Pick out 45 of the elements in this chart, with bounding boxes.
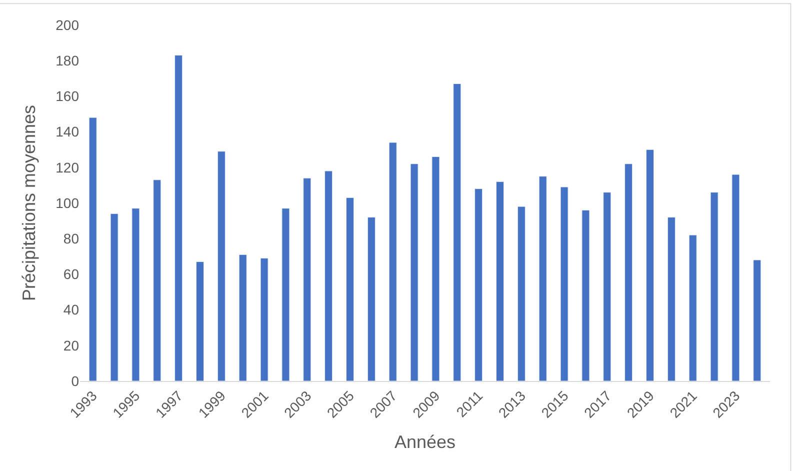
y-tick-label: 60: [63, 266, 80, 282]
bar: [88, 117, 97, 381]
bar: [217, 151, 226, 381]
bar: [710, 192, 718, 381]
y-axis-title: Précipitations moyennes: [18, 104, 39, 302]
x-axis-title: Années: [394, 432, 456, 452]
bar: [367, 216, 376, 381]
y-tick-label: 80: [63, 230, 80, 246]
bar: [496, 181, 504, 381]
bar: [410, 164, 418, 381]
bar: [753, 260, 762, 381]
y-tick-label: 100: [56, 194, 80, 211]
y-tick-label: 180: [56, 52, 80, 68]
bar: [603, 192, 612, 381]
bar: [624, 164, 633, 381]
bar: [153, 180, 162, 381]
bar: [453, 83, 462, 381]
bar: [688, 234, 697, 381]
y-tick-label: 160: [56, 88, 80, 104]
bar: [388, 142, 397, 381]
bar: [324, 170, 333, 381]
bar: [538, 176, 547, 381]
bar: [282, 208, 290, 381]
y-tick-label: 20: [63, 337, 80, 354]
bar: [346, 197, 354, 381]
bar: [646, 149, 654, 381]
bar: [196, 261, 204, 381]
y-tick-label: 140: [56, 124, 80, 140]
y-tick-label: 200: [56, 16, 80, 33]
bar: [238, 254, 247, 381]
bar: [474, 188, 483, 381]
bar: [582, 210, 590, 381]
bar: [132, 208, 140, 381]
bar: [303, 178, 312, 381]
bar: [667, 216, 676, 381]
bar: [260, 258, 268, 381]
bar: [432, 156, 440, 381]
y-tick-label: 120: [56, 159, 80, 176]
bar: [560, 186, 568, 381]
bar: [732, 174, 740, 381]
y-tick-label: 0: [71, 372, 80, 389]
bar: [110, 213, 118, 381]
bar: [174, 55, 183, 381]
bar: [517, 206, 526, 381]
y-tick-label: 40: [63, 302, 80, 318]
